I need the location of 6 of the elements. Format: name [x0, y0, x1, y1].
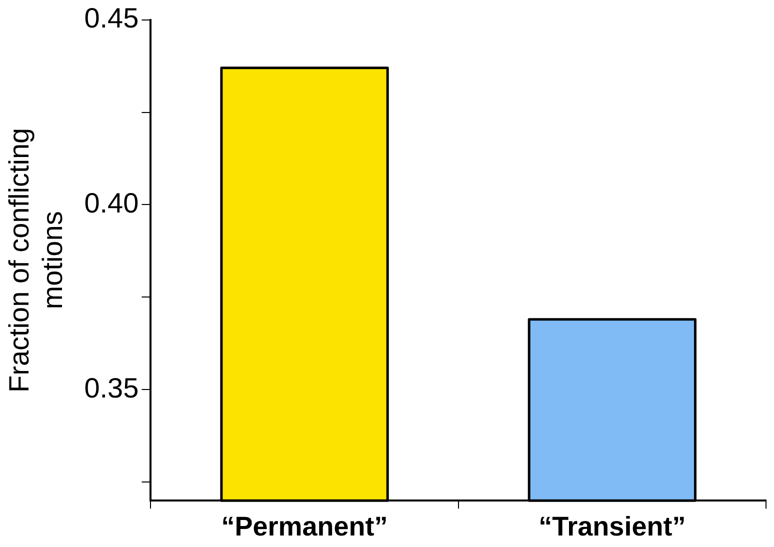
y-axis-title: Fraction of conflicting motions: [4, 128, 68, 392]
x-tick-label: “Permanent”: [221, 511, 388, 542]
y-tick-label: 0.40: [84, 187, 139, 218]
y-tick-label: 0.35: [84, 372, 139, 404]
x-tick-label: “Transient”: [538, 511, 686, 542]
y-tick-label: 0.45: [84, 2, 139, 34]
